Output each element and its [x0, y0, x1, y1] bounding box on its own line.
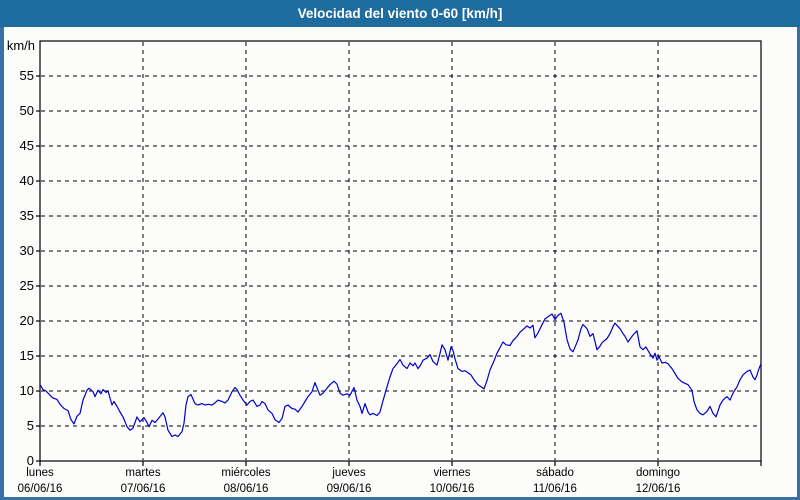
- x-day-date-label: 12/06/16: [635, 483, 681, 495]
- x-day-name-label: miércoles: [221, 467, 271, 479]
- x-day-name-label: sábado: [536, 467, 574, 479]
- y-tick-label: 5: [26, 418, 34, 433]
- x-day-date-label: 07/06/16: [120, 483, 166, 495]
- y-tick-label: 45: [19, 138, 34, 153]
- x-day-date-label: 06/06/16: [17, 483, 63, 495]
- x-day-name-label: jueves: [332, 467, 366, 479]
- y-tick-label: 20: [19, 313, 34, 328]
- y-tick-label: 35: [19, 208, 34, 223]
- y-tick-label: 15: [19, 348, 34, 363]
- x-day-date-label: 10/06/16: [429, 483, 475, 495]
- x-day-name-label: lunes: [26, 467, 54, 479]
- x-day-name-label: martes: [125, 467, 161, 479]
- y-axis-unit-label: km/h: [6, 38, 35, 53]
- x-day-date-label: 11/06/16: [533, 483, 577, 495]
- chart-frame: [0, 27, 800, 500]
- x-day-date-label: 09/06/16: [326, 483, 372, 495]
- x-day-date-label: 08/06/16: [223, 483, 269, 495]
- y-tick-label: 50: [19, 103, 34, 118]
- x-day-name-label: viernes: [433, 467, 471, 479]
- y-tick-label: 25: [19, 278, 34, 293]
- y-tick-label: 0: [26, 453, 34, 468]
- y-tick-label: 30: [19, 243, 34, 258]
- window-title: Velocidad del viento 0-60 [km/h]: [297, 6, 503, 21]
- y-tick-label: 40: [19, 173, 34, 188]
- x-day-name-label: domingo: [635, 467, 681, 479]
- y-tick-label: 10: [19, 383, 34, 398]
- wind-speed-line: [39, 312, 762, 438]
- window-title-bar: Velocidad del viento 0-60 [km/h]: [0, 0, 800, 27]
- y-tick-label: 55: [19, 68, 34, 83]
